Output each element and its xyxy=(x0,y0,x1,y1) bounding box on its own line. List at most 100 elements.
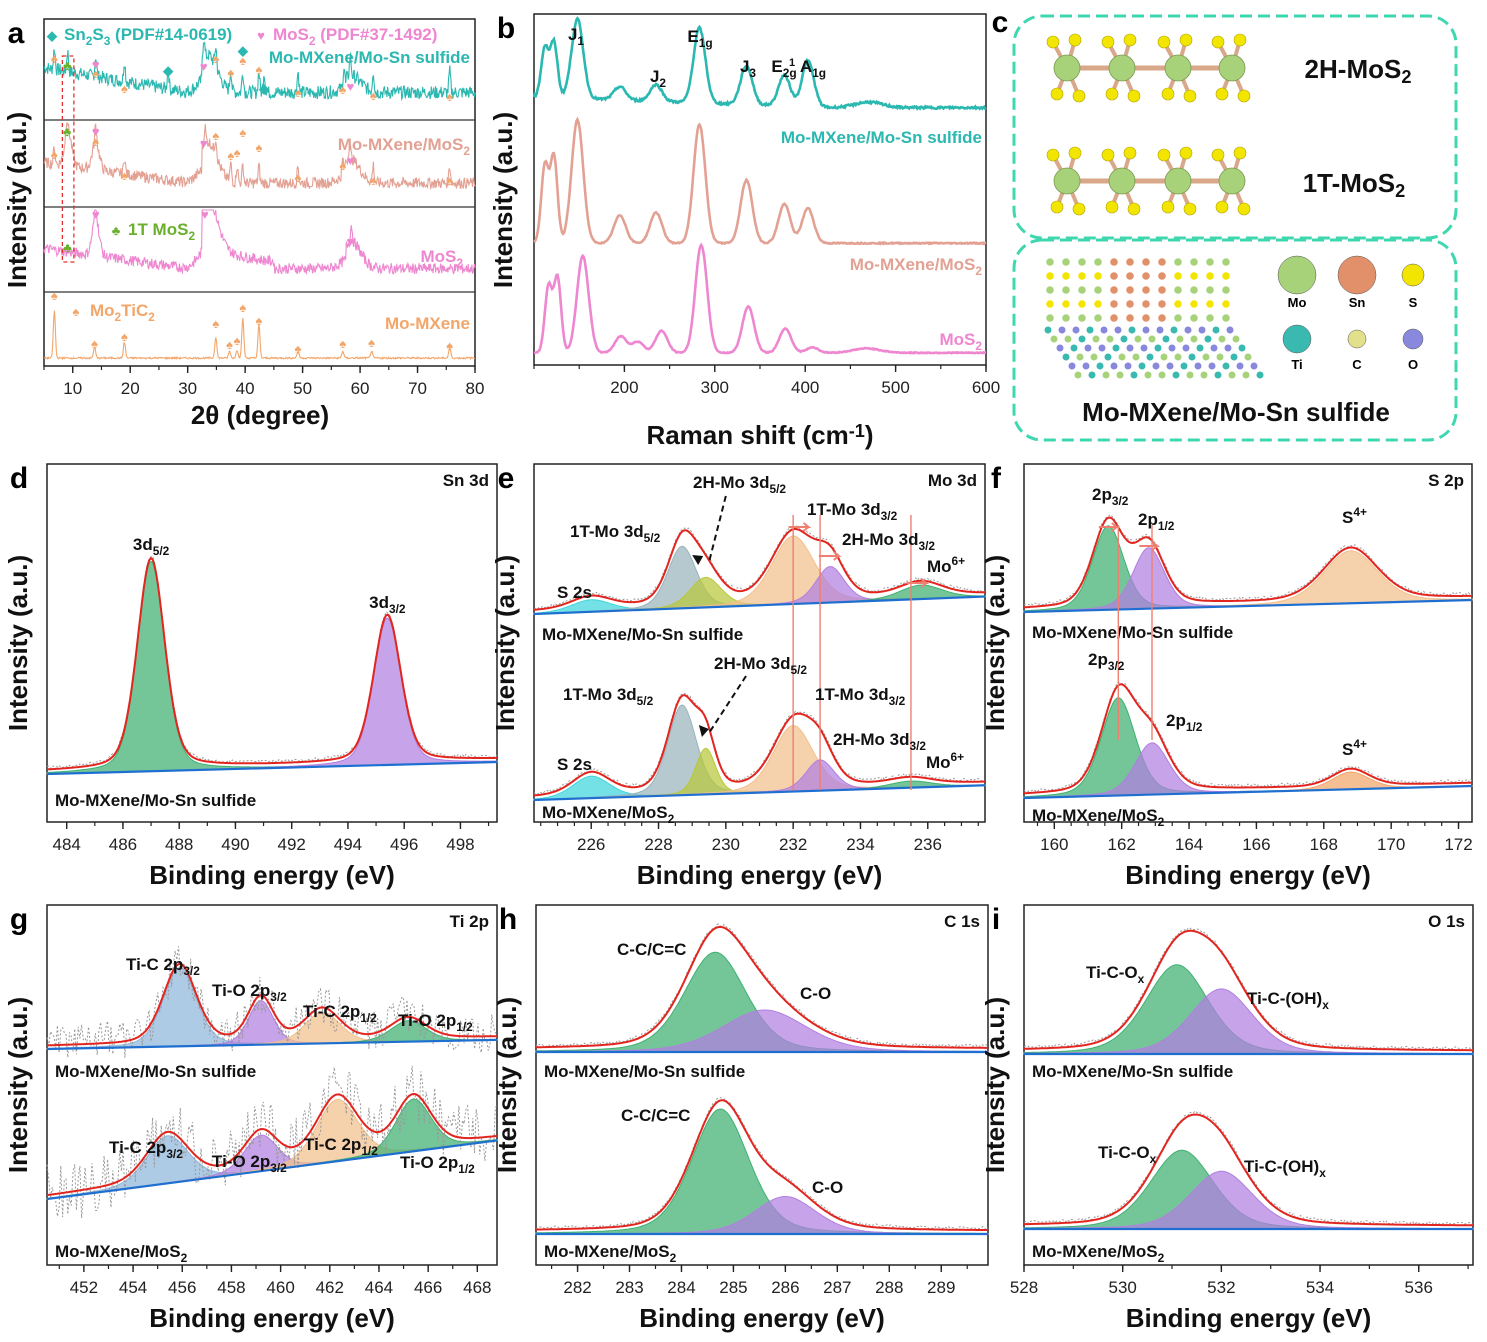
atom-legend-c-icon xyxy=(1347,329,1367,349)
sample-label: Mo-MXene/Mo-Sn sulfide xyxy=(542,625,743,644)
peak-label: 1T-Mo 3d5/2 xyxy=(563,685,654,708)
spade-marker-icon: ♠ xyxy=(212,51,219,66)
text-segment: 2H-Mo 3d xyxy=(842,530,919,549)
sulfur-atom xyxy=(1211,35,1225,49)
tick-label: 40 xyxy=(236,379,255,398)
mxene-atom xyxy=(1170,326,1178,334)
tick-label: 466 xyxy=(414,1278,442,1297)
spade-marker-icon: ♠ xyxy=(368,335,375,350)
text-segment: 1T-Mo 3d xyxy=(563,685,637,704)
structure-box-top xyxy=(1012,14,1458,240)
sulfur-atom xyxy=(1161,200,1175,214)
peak-label-3d32: 3d3/2 xyxy=(369,593,406,616)
shift-arrow-icon xyxy=(1139,541,1161,551)
peak-label-e2g1-sup: 1 xyxy=(789,57,795,69)
mxene-atom xyxy=(1142,326,1150,334)
mxene-atom xyxy=(1238,344,1246,352)
mxene-atom xyxy=(1146,353,1154,361)
core-level-title: Ti 2p xyxy=(450,912,489,931)
peak-label: 1T-Mo 3d3/2 xyxy=(807,500,898,523)
sulfur-atom xyxy=(1046,35,1060,49)
sulfide-atom xyxy=(1126,314,1134,322)
core-level-title: Mo 3d xyxy=(928,471,977,490)
text-segment: J xyxy=(568,25,577,44)
diamond-marker-icon: ◆ xyxy=(162,63,174,78)
text-segment: 2p xyxy=(1088,650,1108,669)
sample-label: Mo-MXene/Mo-Sn sulfide xyxy=(1032,1062,1233,1081)
peak-label: Ti-C 2p3/2 xyxy=(109,1138,183,1161)
heart-marker-icon: ♥ xyxy=(92,207,100,222)
peak-label: C-O xyxy=(800,984,831,1003)
atom-legend-mo-icon xyxy=(1277,255,1317,295)
sulfide-atom xyxy=(1142,314,1150,322)
legend-mo2tic2: Mo2TiC2 xyxy=(90,301,155,324)
text-segment: 1T MoS xyxy=(128,220,188,239)
mxene-atom xyxy=(1226,326,1234,334)
spade-marker-icon: ♠ xyxy=(339,336,346,351)
text-segment: 2 xyxy=(148,310,155,324)
structure-box-bottom xyxy=(1012,238,1458,442)
mxene-atom xyxy=(1056,344,1064,352)
sulfide-atom xyxy=(1062,314,1070,322)
spade-marker-icon: ♠ xyxy=(212,128,219,143)
text-segment: 2 xyxy=(456,256,463,270)
legend-sn2s3: Sn2S3 (PDF#14-0619) xyxy=(64,25,232,48)
mxene-atom xyxy=(1156,326,1164,334)
peak-label: S4+ xyxy=(1342,505,1367,527)
tick-label: 80 xyxy=(466,379,485,398)
mxene-atom xyxy=(1070,344,1078,352)
club-marker-icon: ♣ xyxy=(112,223,121,238)
peak-label: 2H-Mo 3d5/2 xyxy=(693,473,786,496)
text-segment: 6+ xyxy=(952,554,966,568)
text-segment: 1T-MoS xyxy=(1303,168,1395,198)
fit-envelope xyxy=(533,694,986,797)
text-segment: 2 xyxy=(309,34,316,48)
x-axis-title: Binding energy (eV) xyxy=(1125,860,1371,890)
peak-label: Ti-O 2p3/2 xyxy=(212,1152,287,1175)
sulfur-atom xyxy=(1179,146,1193,160)
legend-1t-mos2: 1T MoS2 xyxy=(128,220,195,243)
sample-label: Mo-MXene/MoS2 xyxy=(1032,806,1165,829)
tick-label: 500 xyxy=(881,378,909,397)
text-segment: Mo xyxy=(927,557,952,576)
text-segment: 2 xyxy=(1395,181,1405,201)
spade-marker-icon: ♠ xyxy=(295,341,302,356)
sulfide-atom xyxy=(1190,300,1198,308)
tick-label: 488 xyxy=(165,835,193,854)
xrd-pattern-3 xyxy=(43,310,476,361)
mxene-atom xyxy=(1064,335,1072,343)
text-segment: 2 xyxy=(1158,1251,1165,1265)
x-axis-title: 2θ (degree) xyxy=(191,400,329,430)
peak-label: 1T-Mo 3d3/2 xyxy=(815,685,906,708)
tick-label: 10 xyxy=(63,379,82,398)
sulfur-atom xyxy=(1215,200,1229,214)
tick-label: 486 xyxy=(109,835,137,854)
tick-label: 468 xyxy=(463,1278,491,1297)
peak-label-j3: J3 xyxy=(740,57,756,80)
text-segment: E xyxy=(771,57,782,76)
mxene-atom xyxy=(1110,362,1118,370)
mxene-atom xyxy=(1256,371,1264,379)
atom-legend-o-icon xyxy=(1402,328,1424,350)
x-axis-title: Binding energy (eV) xyxy=(149,1303,395,1333)
mxene-atom xyxy=(1078,335,1086,343)
panel-letter: f xyxy=(991,462,1002,495)
molybdenum-atom xyxy=(1053,54,1081,82)
sample-label: Mo-MXene/Mo-Sn sulfide xyxy=(55,1062,256,1081)
tick-label: 484 xyxy=(53,835,81,854)
tick-label: 452 xyxy=(70,1278,98,1297)
y-axis-title: Intensity (a.u.) xyxy=(2,112,32,288)
tick-label: 600 xyxy=(972,378,1000,397)
sample-label: Mo-MXene/Mo-Sn sulfide xyxy=(269,48,470,67)
text-segment: 2 xyxy=(181,1251,188,1265)
sulfide-atom xyxy=(1142,286,1150,294)
mxene-atom xyxy=(1228,371,1236,379)
fit-envelope xyxy=(1023,929,1473,1052)
text-segment: 1 xyxy=(577,34,584,48)
mxene-atom xyxy=(1212,326,1220,334)
atom-legend-label: Mo xyxy=(1288,295,1307,310)
text-segment: 2 xyxy=(659,76,666,90)
panel-g-ti2p: 452 454 456 458 460 462 464 466 468 g Intensity (a… xyxy=(3,903,498,1333)
tick-label: 454 xyxy=(119,1278,147,1297)
